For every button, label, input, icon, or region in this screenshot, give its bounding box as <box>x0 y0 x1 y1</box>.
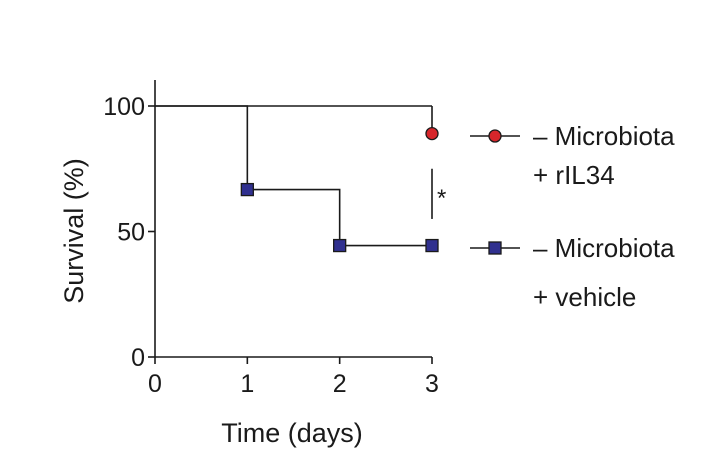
significance-star: * <box>437 185 446 212</box>
legend: – Microbiota + rIL34 – Microbiota + vehi… <box>470 121 675 312</box>
x-tick-label-3: 3 <box>425 370 439 398</box>
y-ticks: 0 50 100 <box>103 93 155 372</box>
y-tick-label-0: 0 <box>131 344 145 372</box>
legend-label-vehicle-line2: + vehicle <box>533 282 636 312</box>
x-tick-label-2: 2 <box>333 370 347 398</box>
marker-vehicle-1 <box>333 238 347 253</box>
marker-vehicle-0 <box>240 182 254 197</box>
legend-marker-vehicle <box>488 241 502 255</box>
y-axis-title: Survival (%) <box>59 158 89 304</box>
series-line-vehicle <box>155 105 432 247</box>
marker-vehicle-2 <box>425 238 439 253</box>
series-markers <box>240 126 439 253</box>
marker-rIL34-0 <box>425 126 439 141</box>
x-tick-label-0: 0 <box>148 370 162 398</box>
x-ticks: 0 1 2 3 <box>148 357 439 398</box>
legend-marker-rIL34 <box>488 129 502 143</box>
x-tick-label-1: 1 <box>240 370 254 398</box>
x-axis-title: Time (days) <box>221 418 363 448</box>
series-lines <box>155 105 433 247</box>
y-tick-label-100: 100 <box>103 93 145 121</box>
legend-label-rIL34-line1: – Microbiota <box>533 121 675 151</box>
legend-label-vehicle-line1: – Microbiota <box>533 233 675 263</box>
legend-label-rIL34-line2: + rIL34 <box>533 160 615 190</box>
y-tick-label-50: 50 <box>117 219 145 247</box>
